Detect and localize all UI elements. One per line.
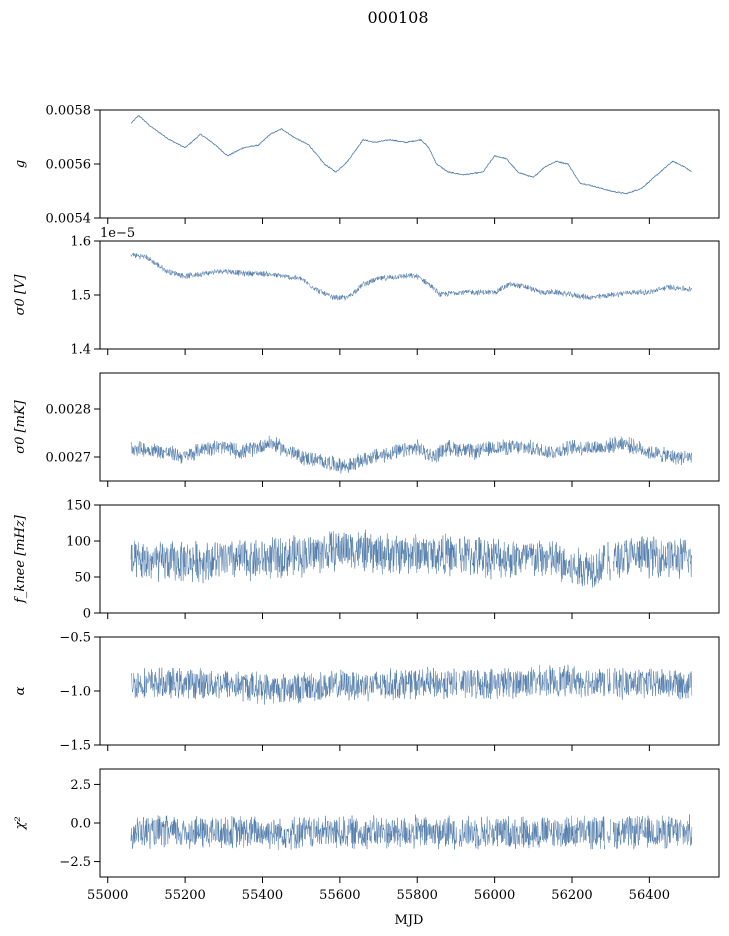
series-line — [130, 664, 693, 705]
y-tick-label: 0.0028 — [46, 403, 92, 418]
y-tick-label: 0.0056 — [46, 158, 92, 173]
series-line — [130, 435, 693, 474]
y-axis-label: α — [13, 686, 28, 695]
x-tick-label: 55200 — [164, 888, 205, 903]
y-tick-label: 2.5 — [70, 778, 91, 793]
plot-frame — [99, 372, 720, 482]
x-tick-label: 56000 — [474, 888, 515, 903]
y-axis-label: χ² — [13, 816, 28, 830]
x-tick-label: 56400 — [629, 888, 670, 903]
y-tick-label: 150 — [66, 499, 91, 514]
y-tick-label: −1.5 — [59, 739, 91, 754]
x-tick-label: 55400 — [242, 888, 283, 903]
series-line — [130, 115, 692, 195]
plot-frame — [99, 240, 720, 350]
y-tick-label: 0.0054 — [46, 212, 92, 227]
figure-title: 000108 — [367, 8, 428, 27]
plot-frame — [99, 504, 720, 614]
y-tick-label: 1.6 — [70, 235, 91, 250]
subplot-5: −1.5 −1.0 −0.5 α — [13, 631, 720, 754]
series-line — [130, 814, 693, 850]
y-tick-label: 1.5 — [70, 289, 91, 304]
plot-frame — [99, 109, 720, 219]
subplot-3: 0.0027 0.0028 σ0 [mK] — [13, 372, 720, 487]
x-tick-label: 55800 — [397, 888, 438, 903]
y-tick-label: 0.0058 — [46, 104, 92, 119]
x-tick-label: 55000 — [87, 888, 128, 903]
y-axis-label: f_knee [mHz] — [13, 514, 28, 604]
x-tick-label: 55600 — [319, 888, 360, 903]
y-tick-label: 1.4 — [70, 343, 91, 358]
y-tick-label: −2.5 — [59, 855, 91, 870]
y-tick-label: 100 — [66, 535, 91, 550]
y-axis-label: g — [13, 160, 28, 168]
subplot-4: 0 50 100 150 f_knee [mHz] — [13, 499, 720, 622]
y-tick-label: −0.5 — [59, 631, 91, 646]
y-tick-label: 0.0 — [70, 817, 91, 832]
panels: 0.0054 0.0056 0.0058 g 1.4 1.5 1.6 1e−5 σ0 [V] 0.… — [13, 104, 720, 903]
series-line — [130, 252, 693, 301]
x-tick-label: 56200 — [551, 888, 592, 903]
y-tick-label: 0 — [83, 607, 91, 622]
plot-frame — [99, 768, 720, 878]
y-axis-label: σ0 [mK] — [13, 399, 28, 453]
y-tick-label: 50 — [74, 571, 91, 586]
series-line — [130, 529, 693, 588]
y-tick-label: 0.0027 — [46, 451, 92, 466]
y-axis-label: σ0 [V] — [13, 274, 28, 316]
y-tick-label: −1.0 — [59, 685, 91, 700]
x-axis-label: MJD — [395, 913, 424, 928]
offset-text: 1e−5 — [100, 226, 135, 241]
subplot-2: 1.4 1.5 1.6 1e−5 σ0 [V] — [13, 226, 720, 358]
subplot-1: 0.0054 0.0056 0.0058 g — [13, 104, 720, 227]
subplot-6: −2.5 0.0 2.5 55000 55200 55400 55600 55800 56000… — [13, 768, 720, 903]
